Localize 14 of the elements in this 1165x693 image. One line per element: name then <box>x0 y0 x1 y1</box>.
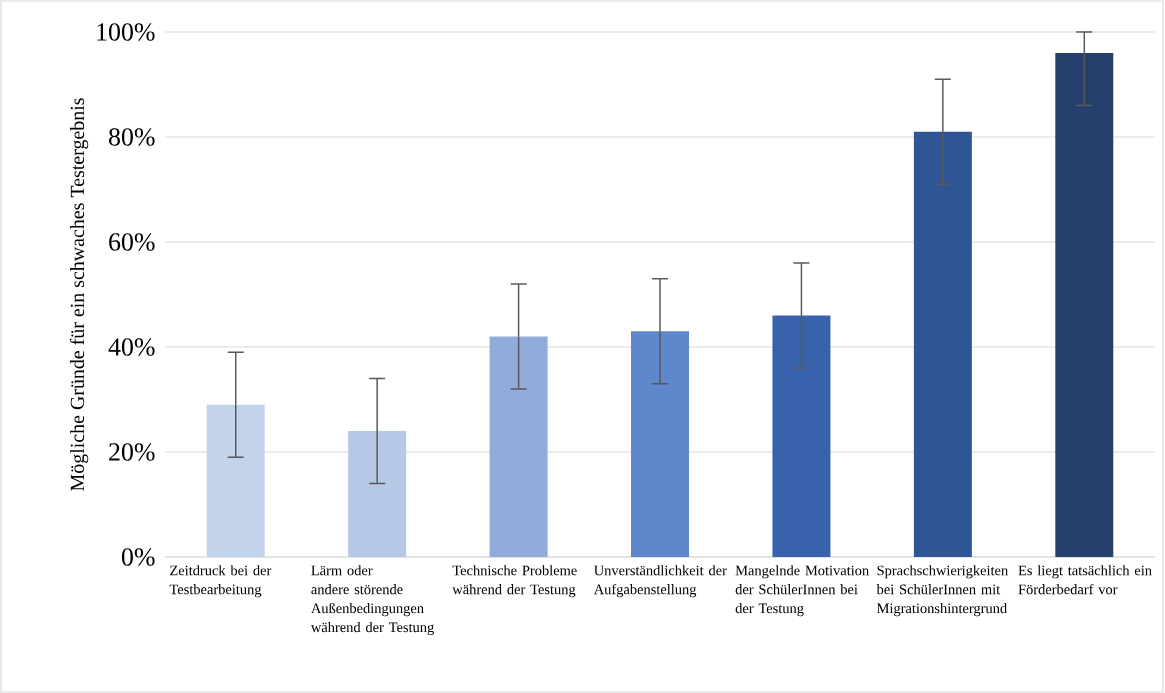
y-tick-label: 20% <box>109 443 155 461</box>
x-tick-label: Sprachschwierigkeiten bei SchülerInnen mit Migrationshintergrund <box>876 565 1008 617</box>
x-tick-label: Mangelnde Motivation der SchülerInnen bei der Testung <box>735 565 869 617</box>
x-tick-label: Technische Probleme während der Testung <box>452 565 577 598</box>
x-tick-label: Unverständlichkeit der Aufgabenstellung <box>593 565 727 598</box>
y-tick-label: 0% <box>121 548 155 566</box>
y-tick-label: 100% <box>97 23 155 41</box>
y-tick-label: 80% <box>108 128 155 146</box>
y-axis-title: Mögliche Gründe für ein schwaches Testergebnis <box>69 98 89 491</box>
y-tick-label: 60% <box>109 233 155 251</box>
x-tick-label: Zeitdruck bei der Testbearbeitung <box>169 565 272 598</box>
y-tick-label: 40% <box>108 338 155 356</box>
x-tick-label: Lärm oder andere störende Außenbedingungen während der Testung <box>310 565 434 636</box>
x-tick-label: Es liegt tatsächlich ein Förderbedarf vor <box>1018 565 1152 595</box>
